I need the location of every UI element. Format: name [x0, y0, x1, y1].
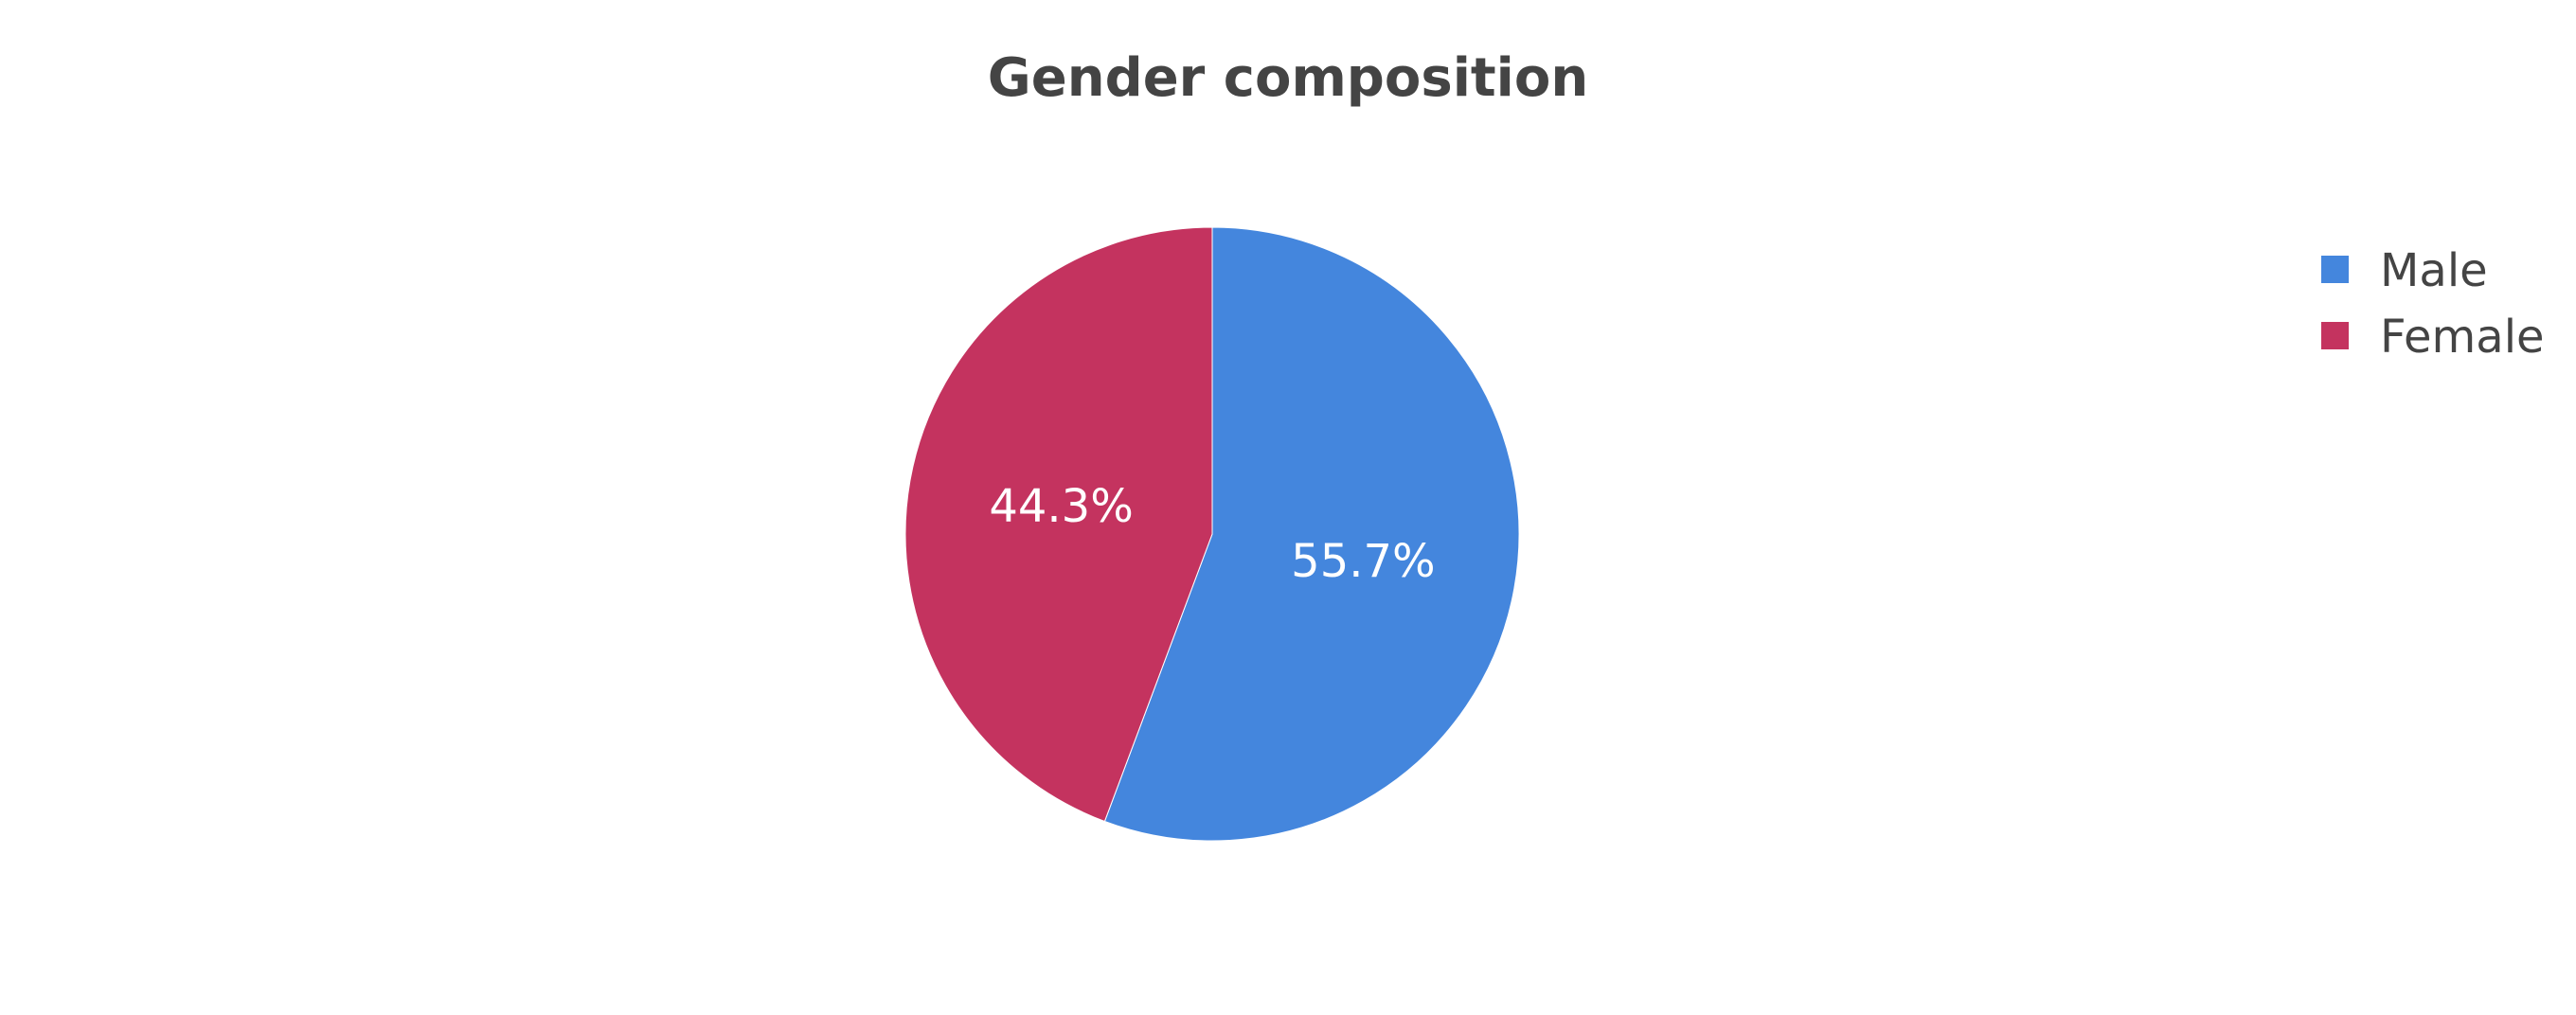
- pie-slice-female: [904, 226, 1213, 823]
- slice-label-female: 44.3%: [989, 480, 1133, 533]
- pie-slices: [904, 226, 1520, 842]
- legend-swatch-male: [2321, 256, 2349, 283]
- legend: Male Female: [2321, 244, 2545, 364]
- legend-swatch-female: [2321, 322, 2349, 349]
- pie-slice-labels: 55.7% 44.3%: [989, 480, 1435, 588]
- legend-label-male: Male: [2380, 244, 2488, 297]
- legend-label-female: Female: [2380, 311, 2545, 364]
- chart-title: Gender composition: [988, 47, 1588, 109]
- pie-slice-male: [1103, 226, 1520, 842]
- slice-label-male: 55.7%: [1291, 535, 1435, 588]
